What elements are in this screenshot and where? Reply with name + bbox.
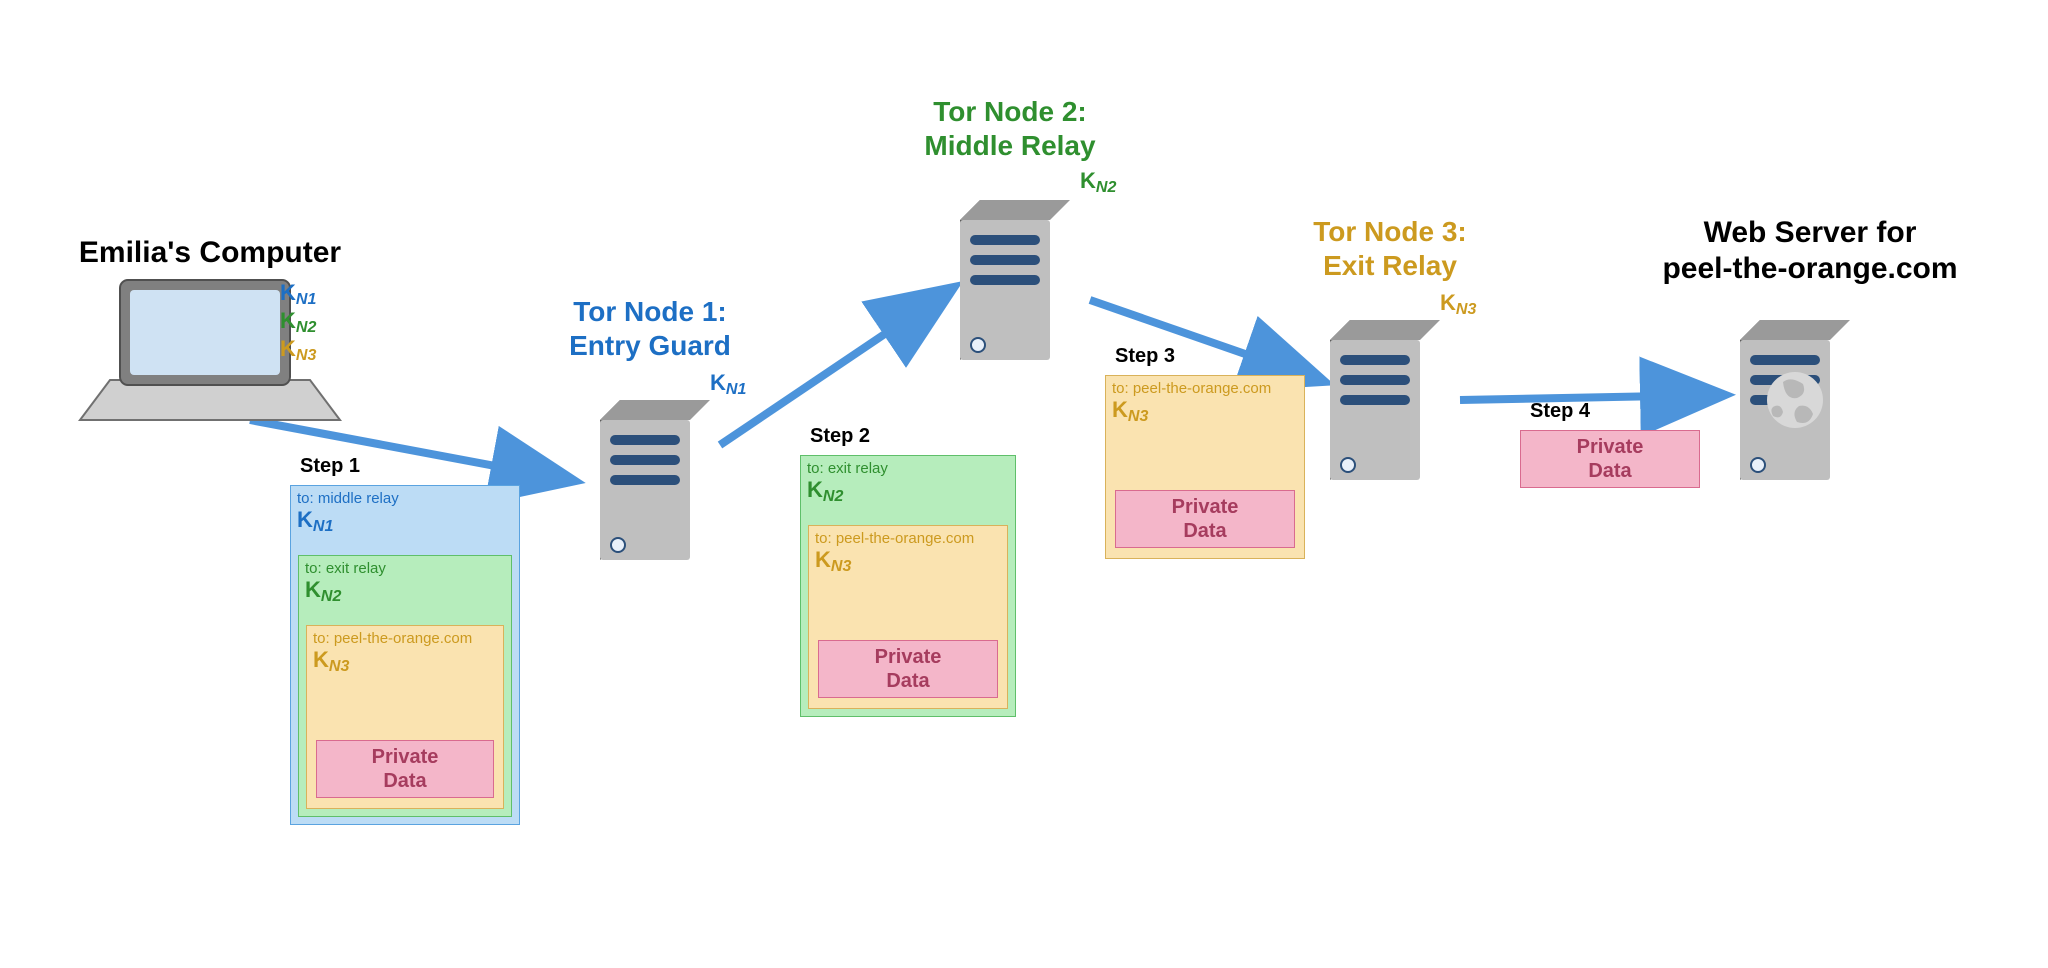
server-icon-node3: [1330, 320, 1440, 480]
node3-key: KN3: [1440, 290, 1476, 316]
emilia-key-N3: KN3: [280, 336, 316, 362]
server-icon-node2: [960, 200, 1070, 360]
node3-title-line1: Tor Node 3:: [1313, 216, 1466, 247]
step1-label: Step 1: [300, 455, 360, 478]
step3-private-data: PrivateData: [1115, 490, 1295, 548]
step1-layer-n3-to: to: peel-the-orange.com: [313, 630, 497, 648]
step2-layer-n3-key: KN3: [815, 548, 1001, 572]
node3-title-line2: Exit Relay: [1323, 250, 1457, 281]
globe-icon: [1767, 372, 1823, 428]
emilia-key-N1: KN1: [280, 280, 316, 306]
node3-title: Tor Node 3: Exit Relay: [1260, 215, 1520, 282]
node2-title-line2: Middle Relay: [924, 130, 1095, 161]
step3-layer-n3-key: KN3: [1112, 398, 1298, 422]
step1-layer-n2-to: to: exit relay: [305, 560, 505, 578]
emilia-title: Emilia's Computer: [60, 235, 360, 271]
step3-layer-n3-to: to: peel-the-orange.com: [1112, 380, 1298, 398]
node2-key: KN2: [1080, 168, 1116, 194]
step3-label: Step 3: [1115, 345, 1175, 368]
webserver-title-line2: peel-the-orange.com: [1662, 252, 1957, 285]
step1-private-data: PrivateData: [316, 740, 494, 798]
step2-layer-n3-to: to: peel-the-orange.com: [815, 530, 1001, 548]
webserver-title-line1: Web Server for: [1704, 216, 1917, 249]
step4-private-data: PrivateData: [1520, 430, 1700, 488]
node2-title: Tor Node 2: Middle Relay: [870, 95, 1150, 162]
step2-label: Step 2: [810, 425, 870, 448]
flow-arrow-3: [1090, 300, 1320, 380]
server-icon-node1: [600, 400, 710, 560]
webserver-title: Web Server for peel-the-orange.com: [1630, 215, 1990, 287]
node1-key: KN1: [710, 370, 746, 396]
node1-title-line2: Entry Guard: [569, 330, 731, 361]
node2-title-line1: Tor Node 2:: [933, 96, 1086, 127]
emilia-key-N2: KN2: [280, 308, 316, 334]
step1-layer-n3-key: KN3: [313, 648, 497, 672]
server-icon-webserver: [1740, 320, 1850, 480]
step2-layer-n2-key: KN2: [807, 478, 1009, 502]
flow-arrow-1: [250, 420, 570, 480]
step2-private-data: PrivateData: [818, 640, 998, 698]
node1-title: Tor Node 1: Entry Guard: [520, 295, 780, 362]
step1-layer-n1-key: KN1: [297, 508, 513, 532]
step4-label: Step 4: [1530, 400, 1590, 423]
step1-layer-n2-key: KN2: [305, 578, 505, 602]
node1-title-line1: Tor Node 1:: [573, 296, 726, 327]
step1-layer-n1-to: to: middle relay: [297, 490, 513, 508]
step2-layer-n2-to: to: exit relay: [807, 460, 1009, 478]
